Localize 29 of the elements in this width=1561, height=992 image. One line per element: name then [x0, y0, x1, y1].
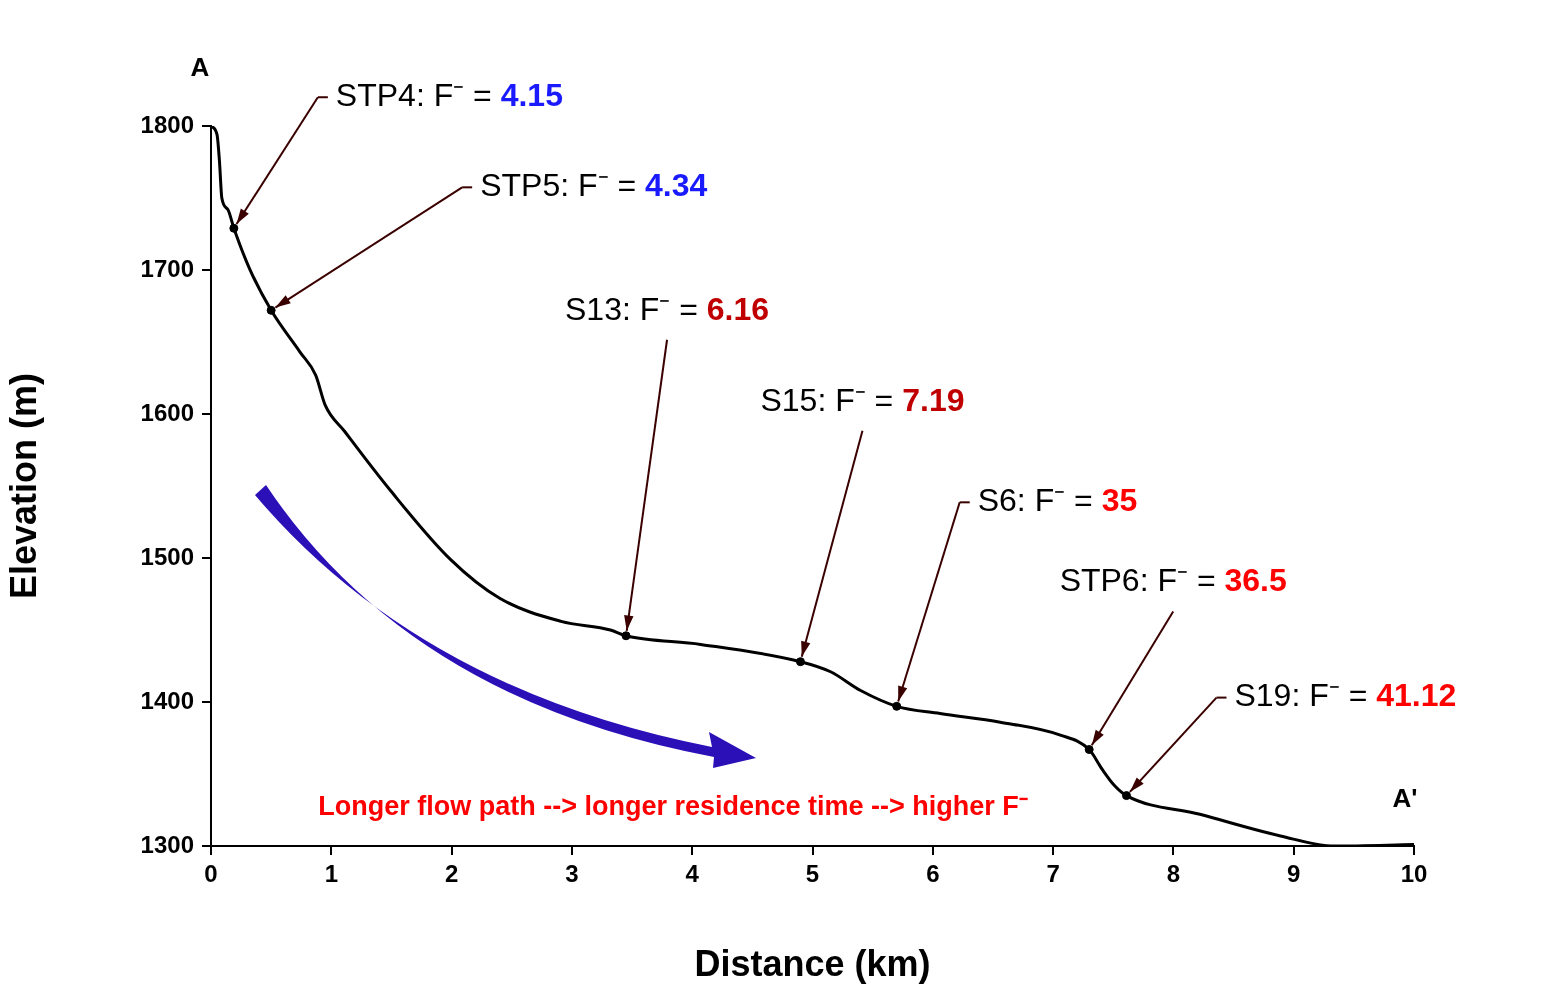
y-tick-label: 1500	[140, 542, 194, 570]
annotation: A'	[1392, 782, 1418, 813]
y-tick-label: 1400	[140, 686, 194, 714]
x-tick-label: 9	[1287, 860, 1301, 888]
x-tick-label: 0	[204, 860, 218, 888]
x-tick-label: 5	[805, 860, 820, 888]
annotation: A	[190, 52, 210, 83]
x-tick-label: 4	[685, 860, 700, 888]
x-axis-title: Distance (km)	[694, 943, 931, 985]
x-tick-label: 6	[926, 860, 940, 888]
annotation: STP5: F⁻ = 4.34	[480, 167, 708, 204]
annotation: STP6: F⁻ = 36.5	[1059, 562, 1287, 599]
x-tick-label: 3	[565, 860, 579, 888]
annotation: STP4: F⁻ = 4.15	[335, 77, 563, 114]
y-axis-title: Elevation (m)	[2, 372, 44, 600]
x-tick-label: 1	[324, 860, 338, 888]
y-tick-label: 1300	[140, 830, 194, 858]
annotation: S6: F⁻ = 35	[977, 482, 1138, 519]
annotation: Longer flow path --> longer residence time --> higher F⁻	[318, 791, 1028, 822]
x-tick-label: 7	[1046, 860, 1060, 888]
annotation: S15: F⁻ = 7.19	[760, 381, 965, 418]
x-tick-label: 10	[1400, 860, 1428, 888]
x-tick-label: 2	[444, 860, 459, 888]
x-tick-label: 8	[1166, 860, 1181, 888]
annotation: S13: F⁻ = 6.16	[565, 290, 770, 327]
annotation: S19: F⁻ = 41.12	[1234, 677, 1457, 714]
y-tick-label: 1700	[140, 254, 194, 282]
y-tick-label: 1800	[140, 110, 194, 138]
y-tick-label: 1600	[140, 398, 194, 426]
